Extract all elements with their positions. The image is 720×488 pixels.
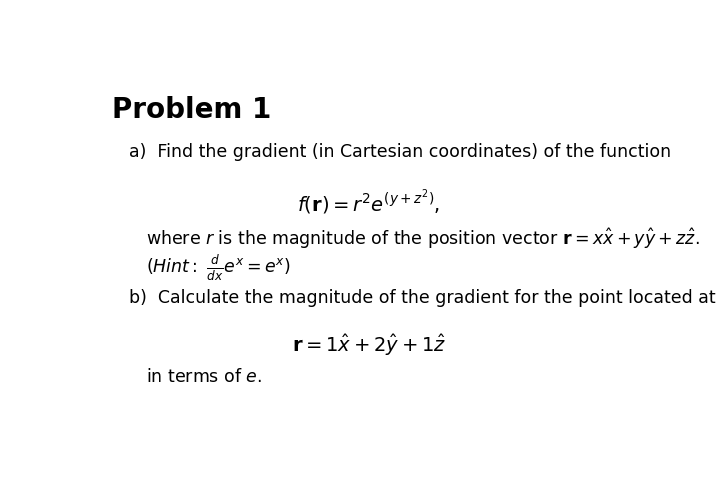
Text: $\mathbf{r} = 1\hat{x} + 2\hat{y} + 1\hat{z}$: $\mathbf{r} = 1\hat{x} + 2\hat{y} + 1\ha… <box>292 331 446 357</box>
Text: a)  Find the gradient (in Cartesian coordinates) of the function: a) Find the gradient (in Cartesian coord… <box>129 143 671 161</box>
Text: where $r$ is the magnitude of the position vector $\mathbf{r} = x\hat{x} + y\hat: where $r$ is the magnitude of the positi… <box>145 226 700 250</box>
Text: Problem 1: Problem 1 <box>112 96 271 124</box>
Text: $f(\mathbf{r}) = r^2 e^{(y+z^2)},$: $f(\mathbf{r}) = r^2 e^{(y+z^2)},$ <box>297 188 441 216</box>
Text: $(\mathit{Hint{:}\ }\frac{d}{dx}e^{x} = e^{x})$: $(\mathit{Hint{:}\ }\frac{d}{dx}e^{x} = … <box>145 253 291 283</box>
Text: b)  Calculate the magnitude of the gradient for the point located at: b) Calculate the magnitude of the gradie… <box>129 288 716 306</box>
Text: in terms of $e$.: in terms of $e$. <box>145 367 262 386</box>
